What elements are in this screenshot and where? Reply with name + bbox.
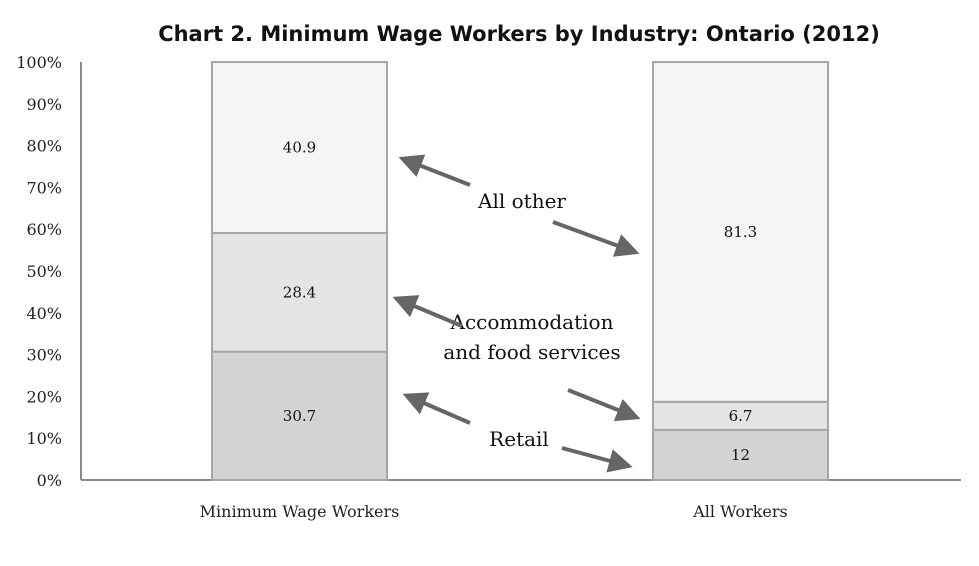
bar-segment bbox=[211, 231, 388, 353]
arrow bbox=[398, 154, 471, 187]
arrow bbox=[402, 392, 471, 425]
annotation-label: All other bbox=[477, 189, 566, 213]
annotation-label: Retail bbox=[489, 427, 549, 451]
y-tick-label: 100% bbox=[16, 53, 62, 72]
arrow bbox=[552, 220, 640, 257]
y-tick-label: 90% bbox=[26, 95, 62, 114]
y-tick-label: 10% bbox=[26, 429, 62, 448]
y-tick-label: 60% bbox=[26, 220, 62, 239]
annotations: All other Accommodation and food services R… bbox=[392, 154, 641, 473]
category-labels: Minimum Wage Workers All Workers bbox=[200, 502, 788, 521]
y-tick-label: 0% bbox=[37, 471, 62, 490]
annotation-label: Accommodation and food services bbox=[443, 310, 620, 364]
arrow bbox=[392, 295, 463, 328]
arrow bbox=[561, 446, 633, 473]
y-tick-label: 40% bbox=[26, 304, 62, 323]
y-tick-label: 20% bbox=[26, 387, 62, 406]
y-tick-label: 30% bbox=[26, 346, 62, 365]
data-label: 28.4 bbox=[283, 283, 316, 301]
y-tick-label: 50% bbox=[26, 262, 62, 281]
bar-segment bbox=[211, 350, 388, 482]
data-label: 81.3 bbox=[724, 223, 757, 241]
data-label: 30.7 bbox=[283, 407, 316, 425]
data-label: 40.9 bbox=[283, 138, 316, 156]
bar-segment bbox=[211, 61, 388, 234]
bar-segment bbox=[652, 428, 829, 481]
arrow bbox=[567, 388, 641, 422]
bars: 30.7 28.4 40.9 12 6.7 81.3 bbox=[211, 61, 829, 482]
y-tick-label: 70% bbox=[26, 178, 62, 197]
chart-title: Chart 2. Minimum Wage Workers by Industr… bbox=[158, 22, 880, 46]
bar-segment bbox=[652, 400, 829, 431]
bar-segment bbox=[652, 61, 829, 403]
category-label: All Workers bbox=[692, 502, 788, 521]
data-label: 12 bbox=[731, 446, 750, 464]
data-label: 6.7 bbox=[729, 407, 753, 425]
y-tick-label: 80% bbox=[26, 137, 62, 156]
category-label: Minimum Wage Workers bbox=[200, 502, 400, 521]
